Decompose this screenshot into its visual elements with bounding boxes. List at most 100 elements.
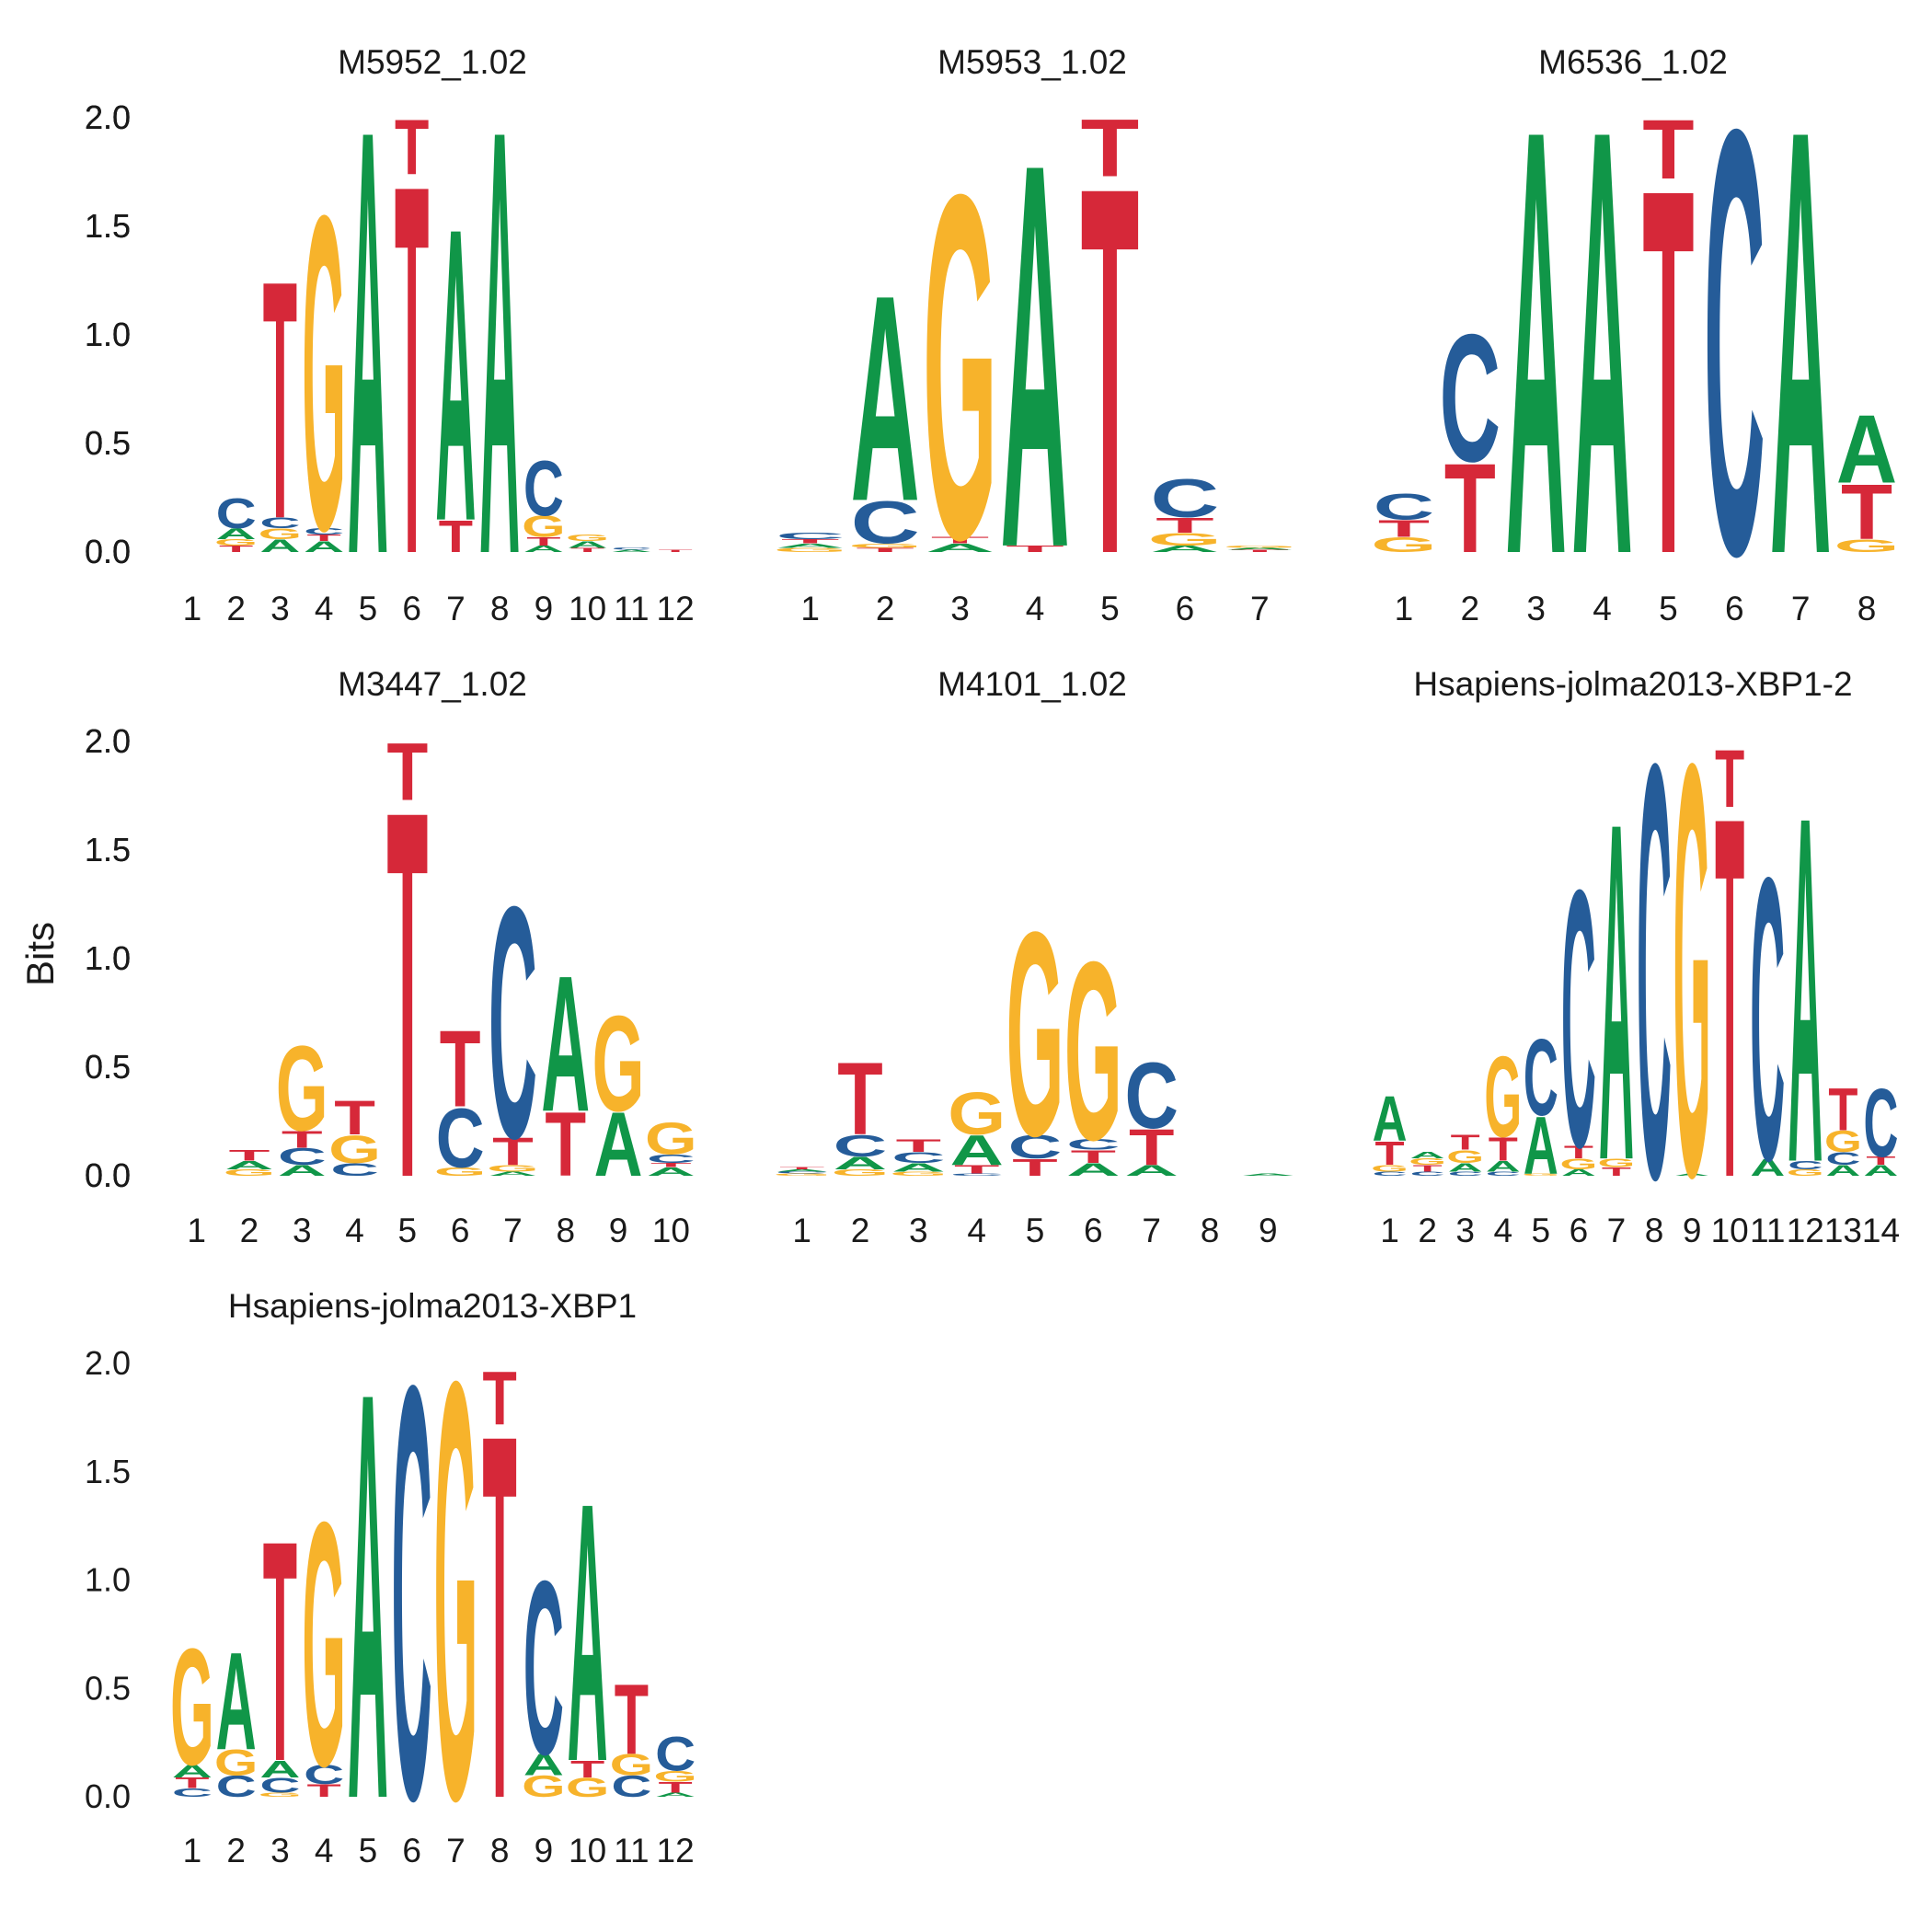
x-tick-label: 11 [614, 1832, 649, 1869]
y-tick-label: 0.5 [85, 1669, 131, 1707]
y-tick-label: 1.0 [85, 939, 131, 977]
x-tick-label: 8 [1857, 590, 1877, 627]
x-tick-label: 6 [1570, 1212, 1589, 1249]
y-tick-label: 0.5 [85, 1048, 131, 1086]
logo-letter-A: A [489, 1170, 537, 1177]
logo-letter-A: A [594, 1094, 643, 1195]
logo-letter-C: C [523, 444, 564, 533]
logo-letter-A: A [435, 141, 476, 609]
x-tick-label: 9 [535, 590, 554, 627]
logo-letter-T: T [570, 546, 605, 553]
y-tick-label: 1.5 [85, 207, 131, 245]
x-tick-label: 13 [1824, 1212, 1862, 1249]
logo-letter-T: T [1841, 468, 1892, 557]
logo-letter-T: T [1866, 1154, 1895, 1167]
logo-letter-G: G [1484, 1033, 1522, 1162]
x-tick-label: 10 [652, 1212, 690, 1249]
x-tick-label: 10 [1711, 1212, 1749, 1249]
logo-letter-T: T [856, 546, 914, 553]
x-tick-label: 6 [402, 590, 421, 627]
x-tick-label: 1 [183, 1832, 202, 1869]
logo-letter-G: G [214, 1742, 258, 1783]
logo-letter-T: T [219, 544, 254, 554]
logo-letter-A: A [1836, 394, 1897, 502]
x-tick-label: 7 [1791, 590, 1811, 627]
logo-letter-T: T [779, 1167, 824, 1170]
logo-letter-G: G [434, 1257, 477, 1924]
panel-title: Hsapiens-jolma2013-XBP1-2 [1413, 665, 1852, 703]
logo-letter-C: C [436, 1090, 485, 1185]
logo-letter-A: A [1373, 1084, 1408, 1156]
y-tick-label: 0.0 [85, 533, 131, 570]
x-tick-label: 4 [1493, 1212, 1512, 1249]
x-tick-label: 4 [315, 590, 334, 627]
y-tick-label: 2.0 [85, 98, 131, 136]
logo-letter-T: T [781, 538, 840, 545]
logo-letter-A: A [278, 1162, 327, 1179]
logo-letter-T: T [1715, 711, 1744, 1286]
logo-letter-T: T [229, 1147, 270, 1164]
logo-letter-T: T [1375, 1134, 1406, 1172]
logo-letter-G: G [645, 1113, 697, 1164]
x-tick-label: 1 [1395, 590, 1414, 627]
logo-letter-G: G [1522, 1173, 1559, 1177]
logo-letter-G: G [832, 1167, 890, 1178]
logo-letter-A: A [1150, 544, 1219, 554]
x-tick-label: 5 [1100, 590, 1120, 627]
logo-letter-T: T [837, 1041, 882, 1156]
x-tick-label: 8 [1645, 1212, 1664, 1249]
y-tick-label: 1.0 [85, 316, 131, 353]
logo-letter-T: T [1564, 1143, 1593, 1163]
logo-letter-T: T [1642, 102, 1694, 197]
logo-letter-C: C [304, 526, 344, 536]
logo-letter-A: A [926, 541, 995, 555]
x-tick-label: 7 [1250, 590, 1270, 627]
x-tick-label: 5 [359, 590, 378, 627]
x-tick-label: 3 [950, 590, 970, 627]
logo-letter-C: C [834, 1129, 887, 1163]
logo-letter-A: A [259, 535, 300, 556]
logo-letter-A: A [541, 936, 590, 1152]
logo-letter-T: T [440, 1007, 481, 1129]
y-tick-label: 0.5 [85, 1048, 131, 1086]
logo-letter-A: A [1524, 1100, 1558, 1191]
x-tick-label: 5 [398, 1212, 418, 1249]
logo-letter-A: A [1750, 1154, 1785, 1181]
logo-letter-A: A [891, 1161, 945, 1175]
x-tick-label: 1 [792, 1212, 811, 1249]
logo-letter-C: C [259, 1773, 300, 1797]
y-tick-label: 0.0 [85, 533, 131, 570]
x-tick-label: 7 [1607, 1212, 1627, 1249]
logo-letter-G: G [1371, 1164, 1409, 1174]
y-tick-label: 2.0 [85, 1344, 131, 1382]
logo-letter-T: T [954, 1163, 999, 1177]
logo-letter-G: G [566, 533, 609, 543]
y-tick-label: 2.0 [85, 722, 131, 760]
x-tick-label: 6 [1176, 590, 1195, 627]
y-tick-label: 1.0 [85, 316, 131, 353]
x-tick-label: 10 [569, 590, 606, 627]
panel-title: M5953_1.02 [937, 43, 1127, 81]
logo-letter-T: T [175, 1775, 209, 1791]
x-tick-label: 8 [556, 1212, 575, 1249]
x-tick-label: 7 [446, 1832, 466, 1869]
logo-letter-T: T [492, 1130, 534, 1174]
logo-letter-G: G [1598, 1156, 1636, 1170]
logo-letter-A: A [1241, 1173, 1294, 1177]
logo-letter-G: G [214, 537, 258, 547]
y-tick-label: 0.5 [85, 424, 131, 462]
logo-letter-C: C [330, 1159, 379, 1179]
x-tick-label: 2 [1461, 590, 1480, 627]
logo-letter-G: G [223, 1167, 275, 1178]
logo-letter-G: G [1371, 533, 1436, 557]
x-tick-label: 4 [1593, 590, 1612, 627]
logo-letter-G: G [1673, 642, 1711, 1300]
logo-letter-C: C [775, 1171, 828, 1175]
logo-letter-G: G [890, 1170, 948, 1177]
y-tick-label: 1.5 [85, 831, 131, 868]
x-tick-label: 3 [293, 1212, 312, 1249]
x-tick-label: 8 [490, 590, 510, 627]
y-tick-label: 1.0 [85, 939, 131, 977]
logo-letter-G: G [592, 987, 645, 1140]
